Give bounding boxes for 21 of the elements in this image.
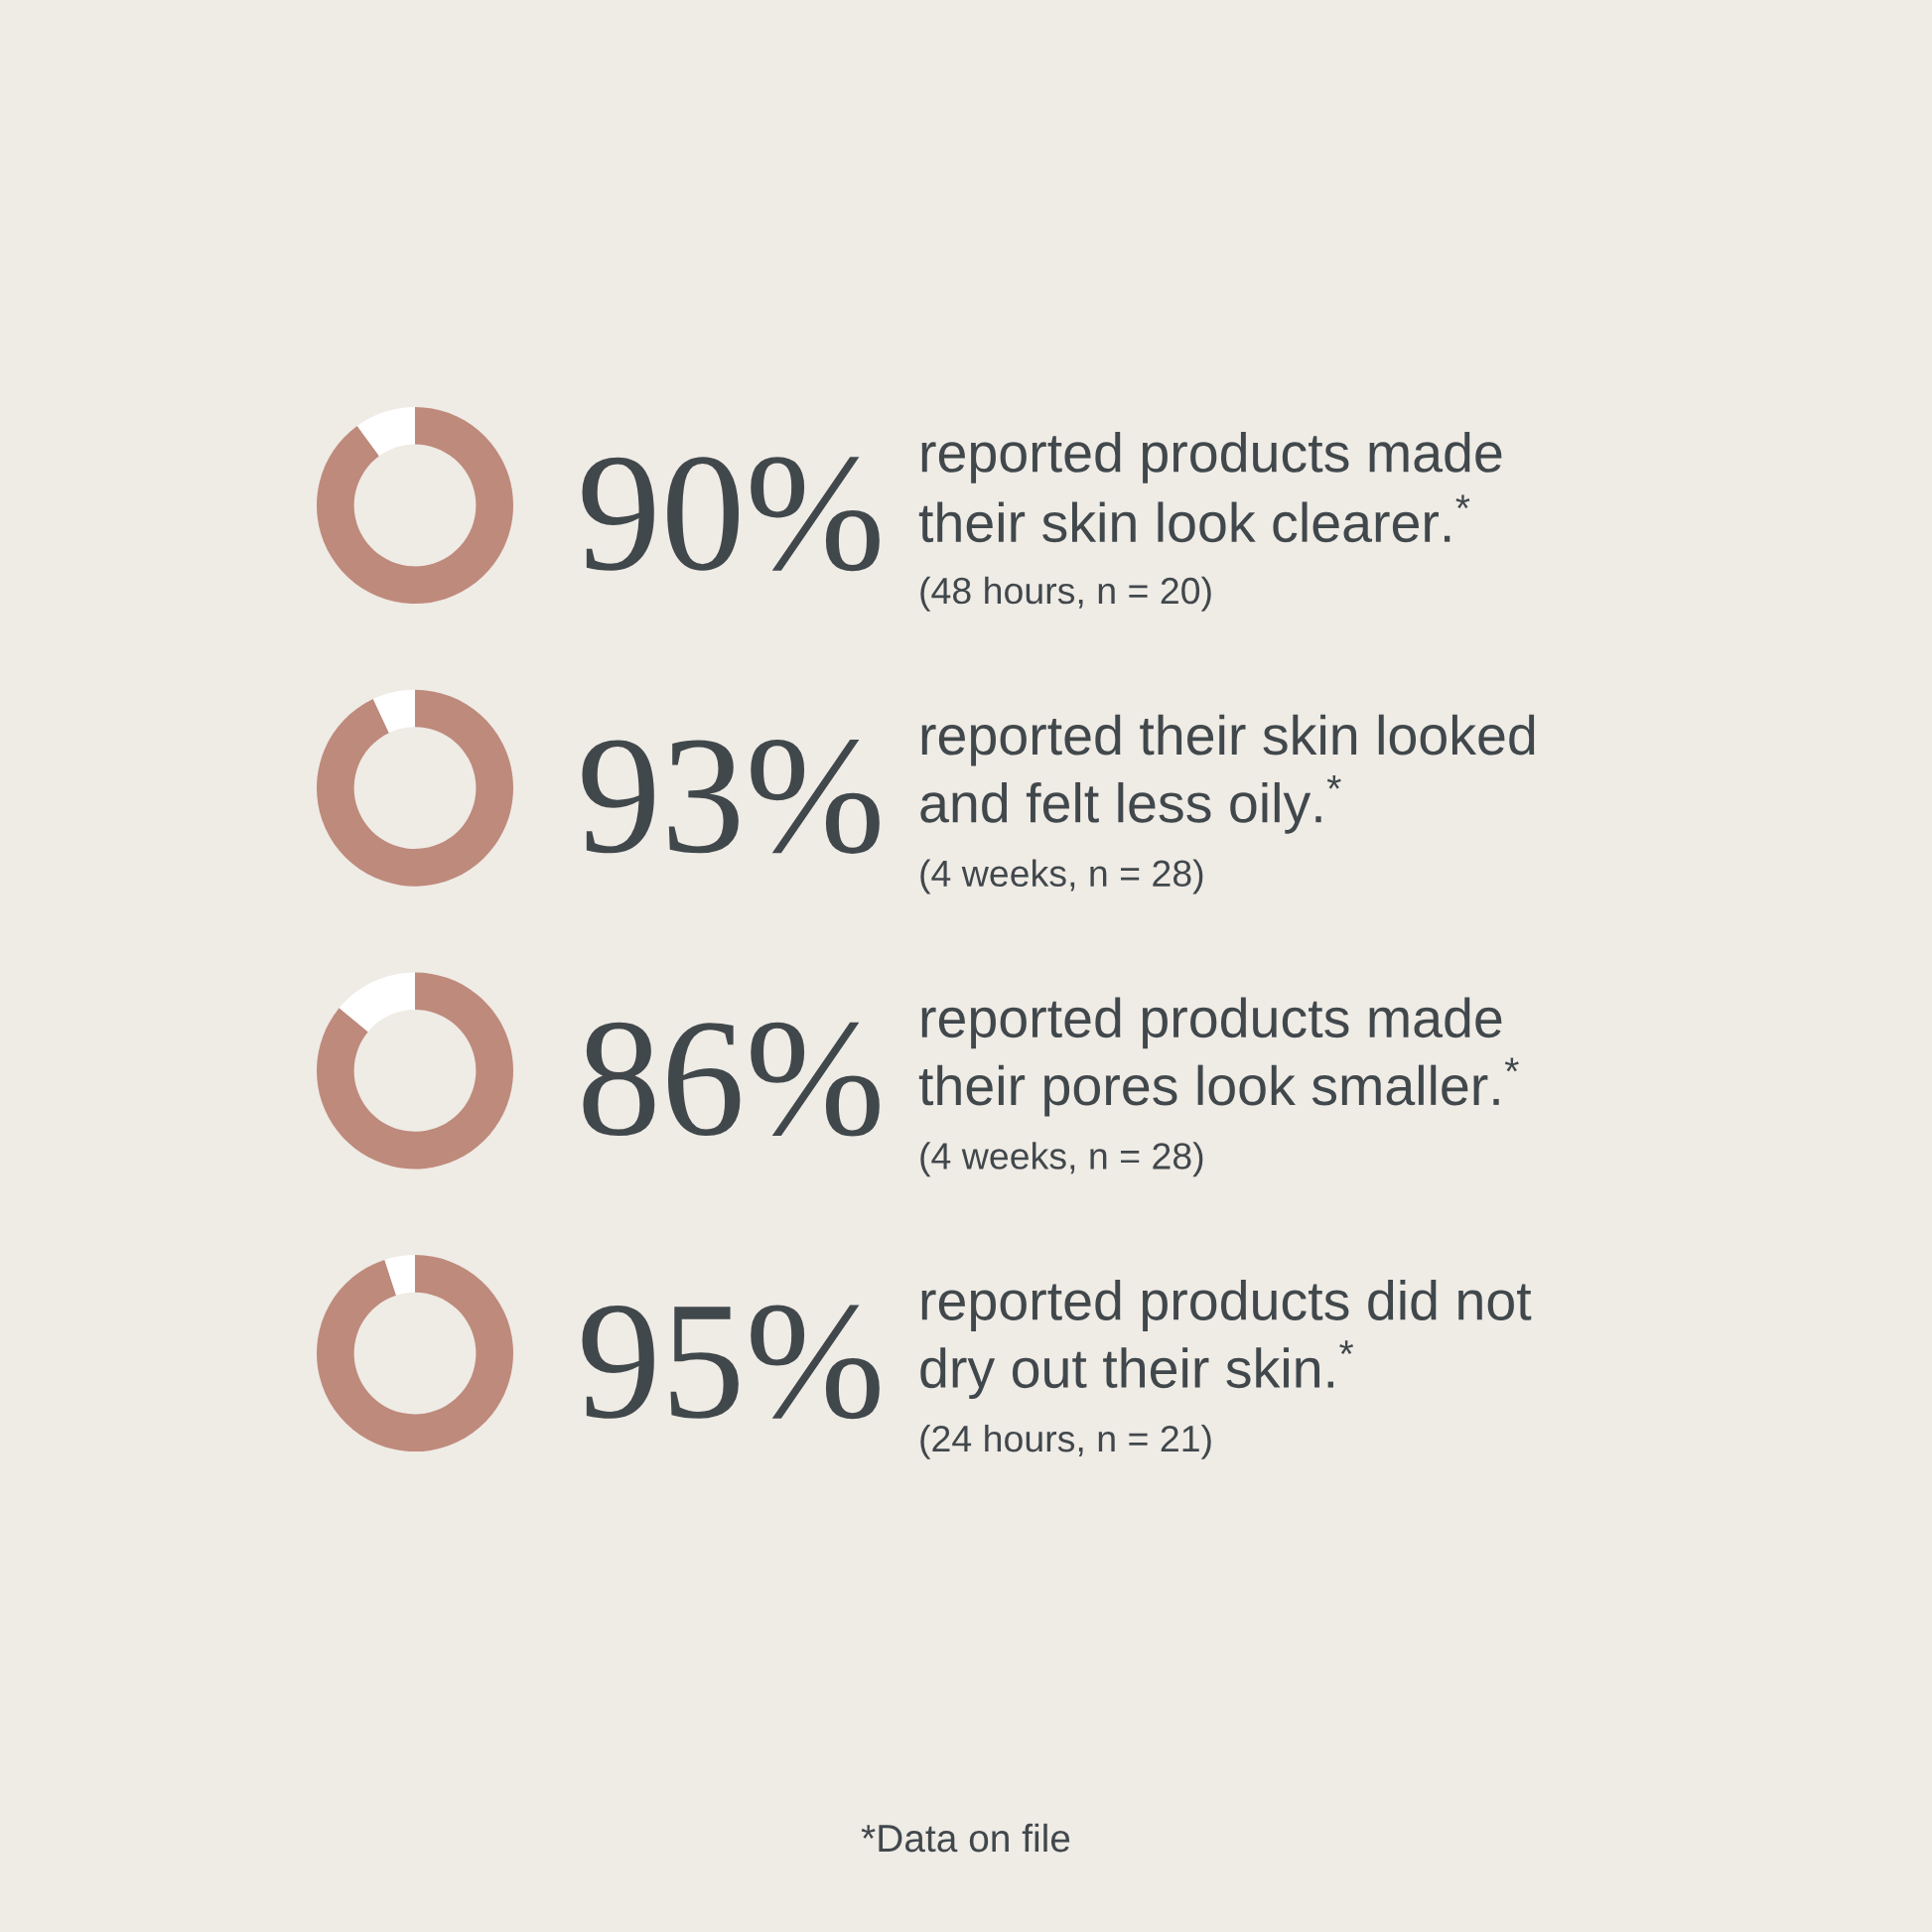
donut-slice: [317, 972, 513, 1170]
donut-slice: [317, 407, 513, 604]
text: reported products made their pores look smaller.$^{*}$: [918, 997, 1519, 1117]
donut-slice: [356, 407, 415, 457]
donut-slice: [339, 972, 415, 1033]
text: *Data on file: [861, 1823, 1070, 1853]
text: reported their skin looked and felt less oily.$^{*}$: [920, 714, 1535, 834]
text: (4 weeks, n = 28): [920, 859, 1203, 895]
data-label: 93%: [582, 740, 880, 854]
text: (48 hours, n = 20): [920, 576, 1211, 612]
donut-slice: [317, 689, 513, 887]
data-label: 95%: [582, 1305, 880, 1420]
data-label: 90%: [582, 457, 880, 572]
donut-slice: [317, 1255, 513, 1452]
text: (24 hours, n = 21): [920, 1424, 1211, 1459]
donut-slice: [372, 689, 415, 734]
text: reported products did not dry out their skin.$^{*}$: [920, 1280, 1532, 1400]
data-label: 86%: [583, 1022, 880, 1137]
text: (4 weeks, n = 28): [920, 1142, 1203, 1177]
donut-slice: [384, 1255, 415, 1296]
text: reported products made their skin look clearer.$^{*}$: [918, 432, 1502, 543]
